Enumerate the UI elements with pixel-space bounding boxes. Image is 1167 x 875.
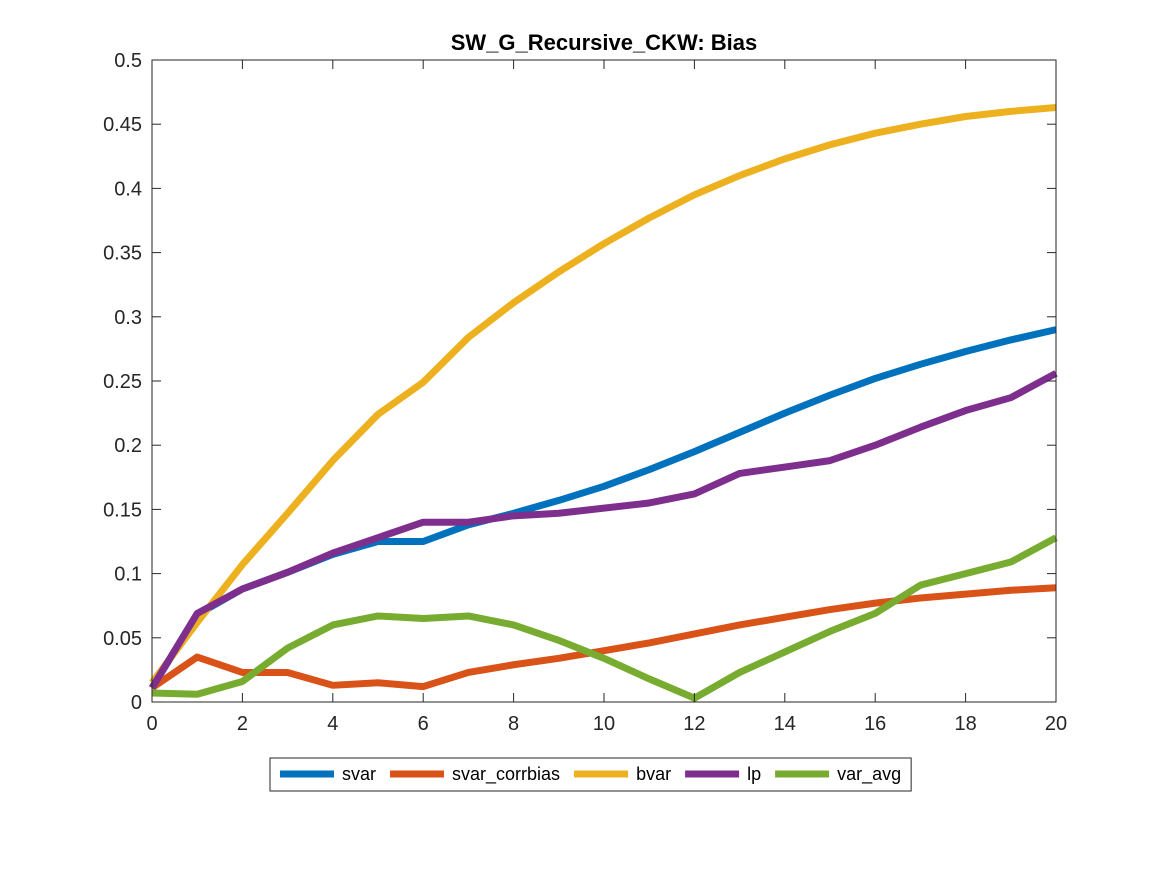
legend-label-var-avg: var_avg	[837, 764, 901, 785]
chart-title: SW_G_Recursive_CKW: Bias	[451, 30, 758, 55]
y-axis: 0 0.05 0.1 0.15 0.2 0.25 0.3 0.35 0.4 0.45 0.5	[103, 50, 1056, 714]
x-tick-label: 18	[954, 713, 976, 735]
y-tick-label: 0.3	[114, 307, 142, 329]
plot-area	[152, 60, 1056, 702]
legend-label-bvar: bvar	[636, 764, 671, 784]
y-tick-label: 0.1	[114, 564, 142, 586]
x-tick-label: 8	[508, 713, 519, 735]
x-tick-label: 0	[146, 713, 157, 735]
series-layer	[149, 104, 1058, 702]
y-tick-label: 0	[131, 692, 142, 714]
y-tick-label: 0.25	[103, 371, 142, 393]
x-axis: 0 2 4 6 8 10 12 14 16 18 20	[146, 60, 1067, 735]
x-tick-label: 12	[683, 713, 705, 735]
x-tick-label: 2	[237, 713, 248, 735]
x-tick-label: 20	[1045, 713, 1067, 735]
series-line-var-avg	[151, 534, 1058, 702]
legend-label-svar: svar	[342, 764, 376, 784]
y-tick-label: 0.5	[114, 50, 142, 72]
x-tick-label: 16	[864, 713, 886, 735]
legend: svar svar_corrbias bvar lp var_avg	[269, 757, 912, 792]
y-tick-label: 0.45	[103, 114, 142, 136]
y-tick-label: 0.15	[103, 499, 142, 521]
series-line-bvar	[149, 104, 1057, 685]
x-tick-label: 14	[774, 713, 796, 735]
y-tick-label: 0.4	[114, 178, 142, 200]
legend-label-lp: lp	[747, 764, 761, 784]
series-line-lp	[149, 370, 1058, 690]
x-tick-label: 4	[327, 713, 338, 735]
y-tick-label: 0.35	[103, 243, 142, 265]
series-line-svar-corrbias	[150, 584, 1057, 691]
y-tick-label: 0.2	[114, 435, 142, 457]
x-tick-label: 10	[593, 713, 615, 735]
y-tick-label: 0.05	[103, 628, 142, 650]
legend-label-svar-corrbias: svar_corrbias	[452, 764, 560, 785]
x-tick-label: 6	[418, 713, 429, 735]
